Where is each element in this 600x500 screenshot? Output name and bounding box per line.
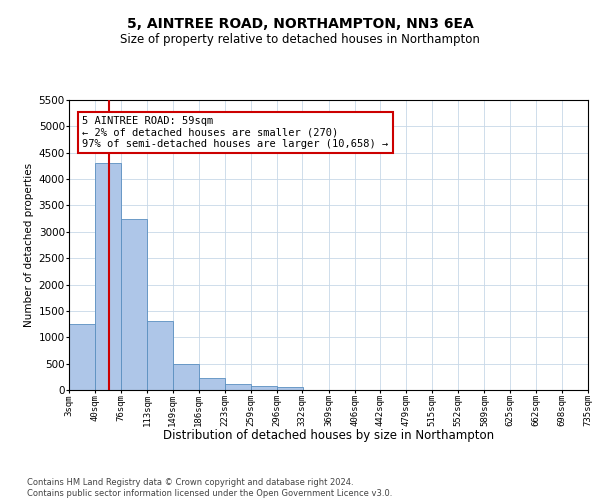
Text: Size of property relative to detached houses in Northampton: Size of property relative to detached ho… — [120, 32, 480, 46]
X-axis label: Distribution of detached houses by size in Northampton: Distribution of detached houses by size … — [163, 429, 494, 442]
Bar — [251, 386, 277, 390]
Text: 5 AINTREE ROAD: 59sqm
← 2% of detached houses are smaller (270)
97% of semi-deta: 5 AINTREE ROAD: 59sqm ← 2% of detached h… — [82, 116, 389, 149]
Y-axis label: Number of detached properties: Number of detached properties — [25, 163, 34, 327]
Text: 5, AINTREE ROAD, NORTHAMPTON, NN3 6EA: 5, AINTREE ROAD, NORTHAMPTON, NN3 6EA — [127, 18, 473, 32]
Bar — [199, 378, 225, 390]
Bar — [277, 387, 303, 390]
Bar — [225, 384, 251, 390]
Text: Contains HM Land Registry data © Crown copyright and database right 2024.
Contai: Contains HM Land Registry data © Crown c… — [27, 478, 392, 498]
Bar — [173, 364, 199, 390]
Bar — [147, 322, 173, 390]
Bar — [121, 218, 147, 390]
Bar — [95, 164, 121, 390]
Bar — [69, 324, 95, 390]
